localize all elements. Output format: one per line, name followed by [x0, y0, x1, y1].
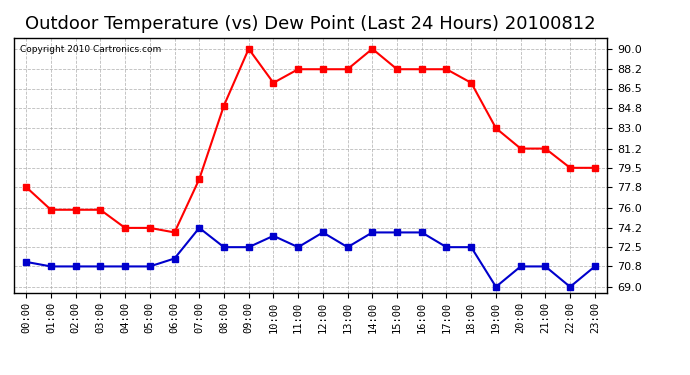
Text: Copyright 2010 Cartronics.com: Copyright 2010 Cartronics.com: [20, 45, 161, 54]
Title: Outdoor Temperature (vs) Dew Point (Last 24 Hours) 20100812: Outdoor Temperature (vs) Dew Point (Last…: [26, 15, 595, 33]
